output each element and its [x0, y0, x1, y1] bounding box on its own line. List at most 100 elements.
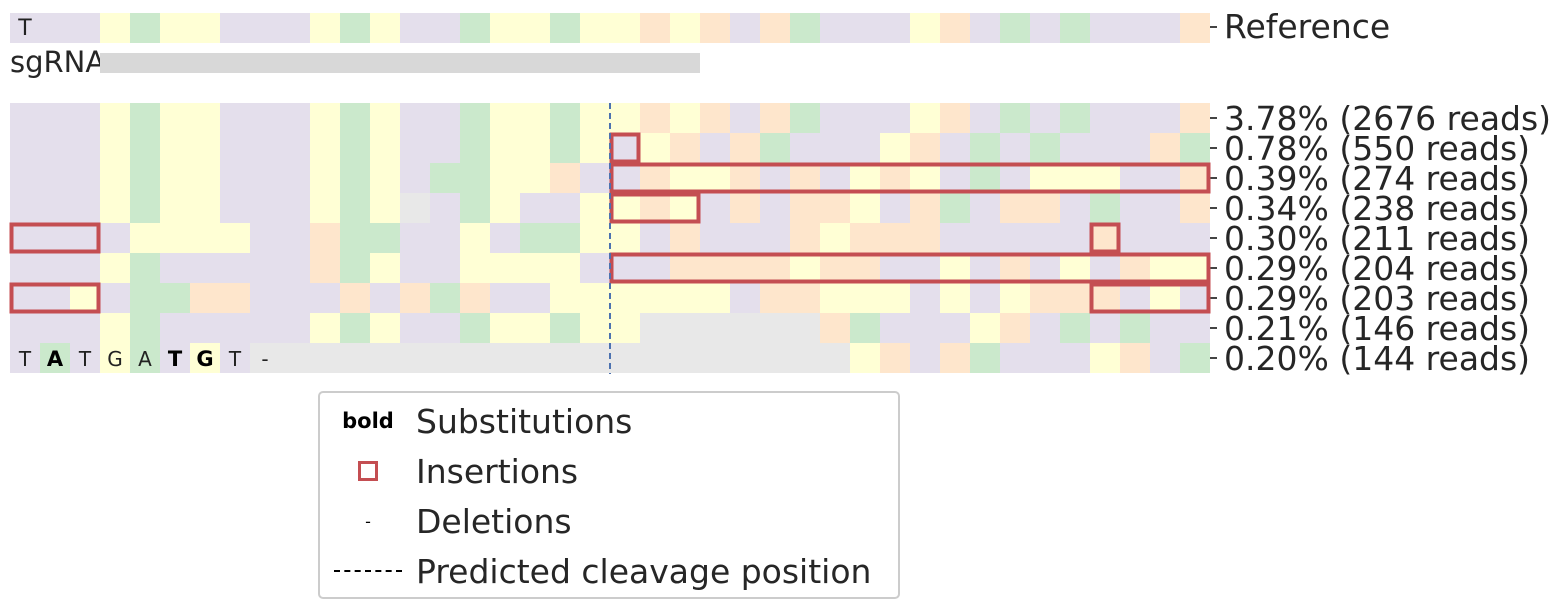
allele-label: 0.39% (274 reads): [1224, 159, 1530, 198]
allele-cell: [460, 313, 490, 343]
allele-cell: [760, 313, 790, 343]
allele-cell: [1180, 133, 1210, 163]
allele-cell: [700, 163, 730, 193]
allele-cell: [130, 253, 160, 283]
allele-cell: [370, 223, 400, 253]
allele-cell: [1060, 223, 1090, 253]
allele-labels: 3.78% (2676 reads)0.78% (550 reads)0.39%…: [1210, 99, 1551, 378]
reference-cell: [1060, 13, 1090, 43]
allele-cell: [280, 313, 310, 343]
allele-cell: [1000, 193, 1030, 223]
allele-cell: [70, 313, 100, 343]
allele-cell: [220, 193, 250, 223]
allele-cell: [940, 223, 970, 253]
allele-label: 0.29% (203 reads): [1224, 279, 1530, 318]
allele-cell: [970, 313, 1000, 343]
allele-cell: [790, 253, 820, 283]
allele-cell: [10, 253, 40, 283]
allele-cell: [1030, 193, 1060, 223]
allele-cell: [700, 253, 730, 283]
allele-cell: [340, 283, 370, 313]
allele-cell: [190, 283, 220, 313]
allele-cell: [340, 343, 370, 373]
allele-cell: [280, 103, 310, 133]
allele-cell: [160, 253, 190, 283]
allele-cell: [370, 343, 400, 373]
allele-cell: [760, 343, 790, 373]
allele-cell: [910, 283, 940, 313]
insertion-box: [609, 252, 1211, 284]
allele-cell: [910, 193, 940, 223]
allele-cell: [730, 103, 760, 133]
allele-cell: [730, 163, 760, 193]
legend-deletions-label: Deletions: [416, 501, 572, 541]
allele-cell: [280, 223, 310, 253]
allele-cell: [10, 223, 40, 253]
allele-cell: [1060, 163, 1090, 193]
allele-cell: [400, 253, 430, 283]
allele-cell: [1060, 103, 1090, 133]
allele-cell: [820, 193, 850, 223]
allele-cell: [1090, 343, 1120, 373]
allele-cell: [340, 253, 370, 283]
allele-cell: [1060, 253, 1090, 283]
allele-label: 3.78% (2676 reads): [1224, 99, 1551, 138]
reference-cell: [1150, 13, 1180, 43]
reference-cell: [700, 13, 730, 43]
allele-cell: [460, 133, 490, 163]
allele-cell: [40, 343, 70, 373]
allele-cell: [850, 223, 880, 253]
allele-cell: [520, 313, 550, 343]
allele-cell: [580, 343, 610, 373]
allele-cell: [280, 283, 310, 313]
allele-cell: [790, 163, 820, 193]
allele-cell: [220, 283, 250, 313]
allele-cell: [1180, 163, 1210, 193]
allele-cell: [1120, 313, 1150, 343]
allele-cell: [760, 193, 790, 223]
allele-cell: [760, 283, 790, 313]
allele-cell: [610, 163, 640, 193]
allele-cell: [550, 223, 580, 253]
allele-cell: [460, 163, 490, 193]
allele-cell: [70, 223, 100, 253]
allele-cell: [850, 313, 880, 343]
allele-cell: [190, 313, 220, 343]
allele-cell: [430, 103, 460, 133]
allele-cell: [310, 193, 340, 223]
allele-cell: [850, 343, 880, 373]
allele-cell: [910, 103, 940, 133]
legend-deletions: - Deletions: [320, 496, 572, 546]
reference-cell: [1120, 13, 1150, 43]
legend-cleavage-label: Predicted cleavage position: [416, 551, 872, 591]
allele-cell: [340, 133, 370, 163]
allele-cell: [820, 133, 850, 163]
reference-cell: [730, 13, 760, 43]
allele-cell: [1180, 223, 1210, 253]
allele-cell: [1120, 253, 1150, 283]
allele-cell: [1060, 343, 1090, 373]
allele-cell: [1120, 133, 1150, 163]
dashed-line-icon: [334, 570, 402, 572]
allele-cell: [910, 163, 940, 193]
allele-cell: [160, 283, 190, 313]
reference-cell: [670, 13, 700, 43]
allele-cell: [1090, 163, 1120, 193]
allele-cell: [580, 313, 610, 343]
allele-cell: [640, 343, 670, 373]
allele-cell: [130, 193, 160, 223]
allele-cell: [1000, 133, 1030, 163]
legend-substitutions: bold Substitutions: [320, 396, 632, 446]
allele-cell: [490, 343, 520, 373]
reference-cell: [220, 13, 250, 43]
allele-cell: [1060, 193, 1090, 223]
allele-cell: [310, 163, 340, 193]
allele-cell: [1030, 283, 1060, 313]
allele-cell: [190, 163, 220, 193]
allele-cell: [430, 313, 460, 343]
allele-cell: [1090, 253, 1120, 283]
reference-cell: [850, 13, 880, 43]
allele-cell: [1180, 283, 1210, 313]
allele-cell: [670, 253, 700, 283]
allele-cell: [1150, 163, 1180, 193]
